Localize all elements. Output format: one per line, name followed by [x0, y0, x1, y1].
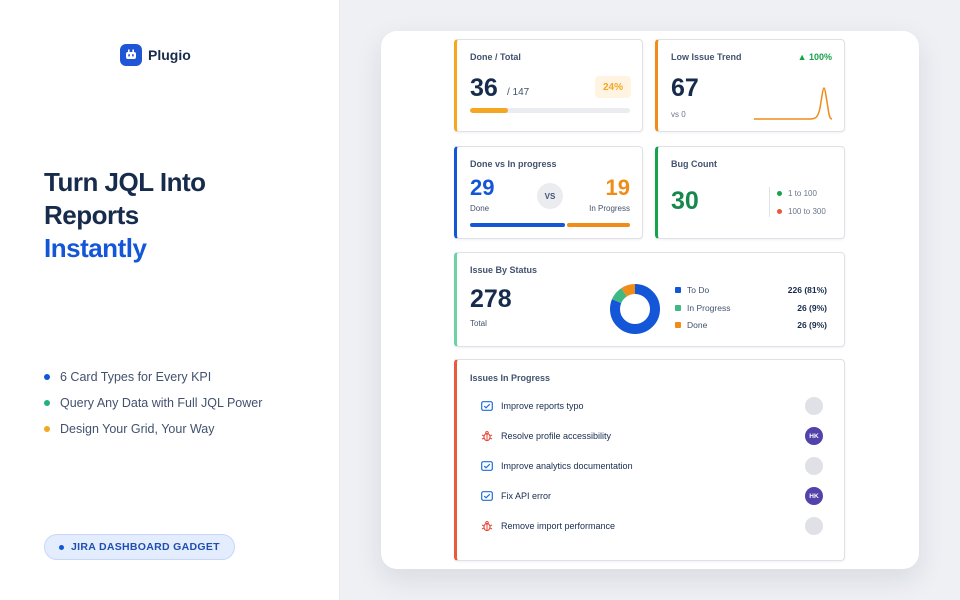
feature-label: Design Your Grid, Your Way	[60, 422, 215, 436]
status-label: To Do	[687, 285, 710, 295]
done-vs-progress-card[interactable]: Done vs In progress 29 Done VS 19 In Pro…	[454, 146, 643, 239]
status-legend-row: Done 26 (9%)	[675, 320, 827, 330]
done-segment	[470, 223, 566, 227]
issue-by-status-card[interactable]: Issue By Status 278 Total To Do 226 (81%)…	[454, 252, 845, 347]
progress-bar	[470, 108, 630, 113]
preview-area: Done / Total 36 / 147 24% Low Issue Tren…	[340, 0, 960, 600]
bug-count-card[interactable]: Bug Count 30 1 to 100 100 to 300	[655, 146, 845, 239]
issues-in-progress-card[interactable]: Issues In Progress Improve reports typo …	[454, 359, 845, 561]
issue-summary: Remove import performance	[501, 521, 616, 531]
legend-dot-icon	[777, 209, 782, 214]
issue-row[interactable]: Resolve profile accessibility HK	[481, 426, 823, 446]
legend-square-icon	[675, 305, 681, 311]
bug-count-value: 30	[671, 187, 699, 215]
status-legend-row: In Progress 26 (9%)	[675, 303, 827, 313]
card-title: Issue By Status	[470, 265, 538, 275]
avatar[interactable]: HK	[805, 487, 823, 505]
status-total-value: 278	[470, 285, 512, 313]
issue-row[interactable]: Improve analytics documentation	[481, 456, 823, 476]
headline-line1: Turn JQL Into	[44, 167, 206, 197]
avatar[interactable]	[805, 457, 823, 475]
feature-item: 6 Card Types for Every KPI	[44, 364, 262, 390]
issue-row[interactable]: Remove import performance	[481, 516, 823, 536]
task-icon	[481, 490, 493, 502]
feature-bullet-icon	[44, 374, 50, 380]
feature-bullet-icon	[44, 426, 50, 432]
issue-summary: Improve reports typo	[501, 401, 584, 411]
bug-icon	[481, 430, 493, 442]
headline-line2: Reports	[44, 200, 139, 230]
brand: Plugio	[120, 44, 191, 66]
issue-summary: Fix API error	[501, 491, 552, 501]
vs-badge: VS	[537, 183, 563, 209]
status-label: In Progress	[687, 303, 731, 313]
percent-badge: 24%	[595, 76, 631, 98]
card-title: Done vs In progress	[470, 159, 557, 169]
legend-square-icon	[675, 287, 681, 293]
done-total-card[interactable]: Done / Total 36 / 147 24%	[454, 39, 643, 132]
issue-summary: Improve analytics documentation	[501, 461, 633, 471]
legend-label: 1 to 100	[788, 189, 817, 198]
dashboard-panel: Done / Total 36 / 147 24% Low Issue Tren…	[381, 31, 919, 569]
card-title: Bug Count	[671, 159, 717, 169]
avatar[interactable]: HK	[805, 427, 823, 445]
badge-label: JIRA DASHBOARD GADGET	[71, 541, 220, 553]
status-value: 26 (9%)	[797, 303, 827, 313]
status-value: 226 (81%)	[787, 285, 827, 295]
done-count: 29	[470, 175, 495, 200]
issue-row[interactable]: Improve reports typo	[481, 396, 823, 416]
bug-icon	[481, 520, 493, 532]
plugio-logo-icon	[120, 44, 142, 66]
legend-label: 100 to 300	[788, 207, 826, 216]
brand-name: Plugio	[148, 47, 191, 63]
headline: Turn JQL Into Reports Instantly	[44, 166, 206, 265]
card-title: Done / Total	[470, 52, 521, 62]
legend-item: 100 to 300	[777, 207, 826, 216]
trend-indicator: ▲ 100%	[797, 52, 832, 62]
trend-sparkline	[754, 87, 833, 120]
feature-label: 6 Card Types for Every KPI	[60, 370, 212, 384]
in-progress-label: In Progress	[589, 204, 630, 213]
issue-summary: Resolve profile accessibility	[501, 431, 612, 441]
task-icon	[481, 400, 493, 412]
card-title: Issues In Progress	[470, 373, 551, 383]
legend-divider	[769, 187, 770, 217]
status-total-label: Total	[470, 319, 487, 328]
low-issue-trend-card[interactable]: Low Issue Trend ▲ 100% 67 vs 0	[655, 39, 845, 132]
marketing-panel: Plugio Turn JQL Into Reports Instantly 6…	[0, 0, 340, 600]
in-progress-segment	[567, 223, 630, 227]
avatar[interactable]	[805, 397, 823, 415]
legend-dot-icon	[777, 191, 782, 196]
done-label: Done	[470, 204, 490, 213]
total-value: / 147	[507, 87, 530, 98]
feature-label: Query Any Data with Full JQL Power	[60, 396, 263, 410]
badge-dot-icon	[59, 544, 64, 550]
gadget-badge: JIRA DASHBOARD GADGET	[44, 534, 235, 560]
donut-slice-done	[610, 284, 660, 334]
status-legend-row: To Do 226 (81%)	[675, 285, 827, 295]
trend-value: 67	[671, 74, 699, 102]
issue-row[interactable]: Fix API error HK	[481, 486, 823, 506]
split-bar	[470, 223, 630, 227]
feature-item: Query Any Data with Full JQL Power	[44, 390, 262, 416]
status-donut-chart	[610, 284, 660, 334]
status-label: Done	[687, 320, 708, 330]
avatar[interactable]	[805, 517, 823, 535]
trend-caption: vs 0	[671, 110, 686, 119]
status-value: 26 (9%)	[797, 320, 827, 330]
feature-item: Design Your Grid, Your Way	[44, 416, 262, 442]
legend-square-icon	[675, 322, 681, 328]
legend-item: 1 to 100	[777, 189, 817, 198]
headline-accent: Instantly	[44, 233, 147, 263]
feature-bullet-icon	[44, 400, 50, 406]
in-progress-count: 19	[605, 175, 630, 200]
done-value: 36	[470, 74, 498, 102]
card-title: Low Issue Trend	[671, 52, 742, 62]
progress-fill	[470, 108, 509, 113]
feature-list: 6 Card Types for Every KPI Query Any Dat…	[44, 364, 262, 442]
task-icon	[481, 460, 493, 472]
